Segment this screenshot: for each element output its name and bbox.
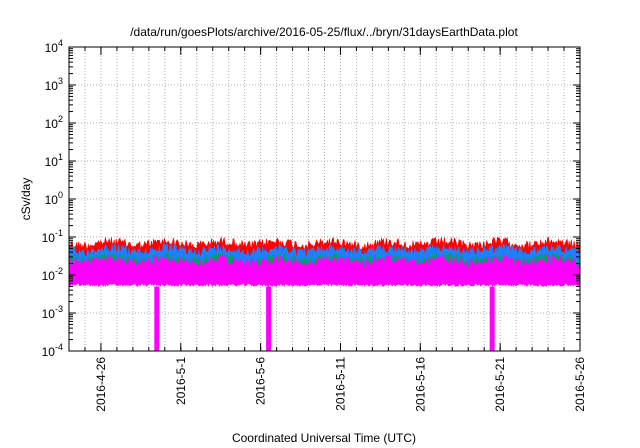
chart-title: /data/run/goesPlots/archive/2016-05-25/f… [130,25,518,39]
y-tick-exponent: 1 [58,152,63,162]
y-tick-base: 10 [45,41,59,55]
y-axis-label: cSv/day [19,178,33,221]
y-tick-exponent: -3 [55,304,63,314]
y-tick-label: 100 [45,190,63,207]
x-axis-label: Coordinated Universal Time (UTC) [232,431,416,445]
y-tick-label: 102 [45,114,63,131]
plot-area [68,236,581,351]
y-tick-label: 10-3 [42,304,63,321]
y-tick-label: 10-1 [42,228,63,245]
y-tick-base: 10 [45,193,59,207]
y-tick-exponent: 4 [58,38,63,48]
x-axis: 2016-4-26 2016-5-1 2016-5-6 2016-5-11 2016-5… [84,47,587,412]
x-tick-label: 2016-5-1 [174,357,188,405]
y-tick-base: 10 [42,231,56,245]
y-tick-base: 10 [42,307,56,321]
dropout-spike [489,286,495,351]
x-tick-label: 2016-5-26 [573,357,587,412]
y-tick-base: 10 [42,345,56,359]
y-tick-label: 10-2 [42,266,63,283]
y-tick-base: 10 [45,155,59,169]
y-tick-exponent: 3 [58,76,63,86]
y-tick-exponent: -1 [55,228,63,238]
y-tick-exponent: -4 [55,342,63,352]
y-tick-label: 104 [45,38,63,55]
y-tick-exponent: 2 [58,114,63,124]
y-tick-label: 101 [45,152,63,169]
y-tick-base: 10 [45,117,59,131]
x-tick-label: 2016-5-6 [254,357,268,405]
dropout-spike [266,286,272,351]
y-tick-exponent: 0 [58,190,63,200]
y-tick-base: 10 [42,269,56,283]
series-band-4 [68,254,581,288]
x-tick-label: 2016-4-26 [94,357,108,412]
dropout-spike [154,286,160,351]
y-tick-exponent: -2 [55,266,63,276]
x-tick-label: 2016-5-16 [413,357,427,412]
y-tick-label: 103 [45,76,63,93]
x-tick-label: 2016-5-11 [333,357,347,411]
x-tick-label: 2016-5-21 [493,357,507,412]
grid [69,47,580,351]
y-tick-base: 10 [45,79,59,93]
y-tick-label: 10-4 [42,342,63,359]
